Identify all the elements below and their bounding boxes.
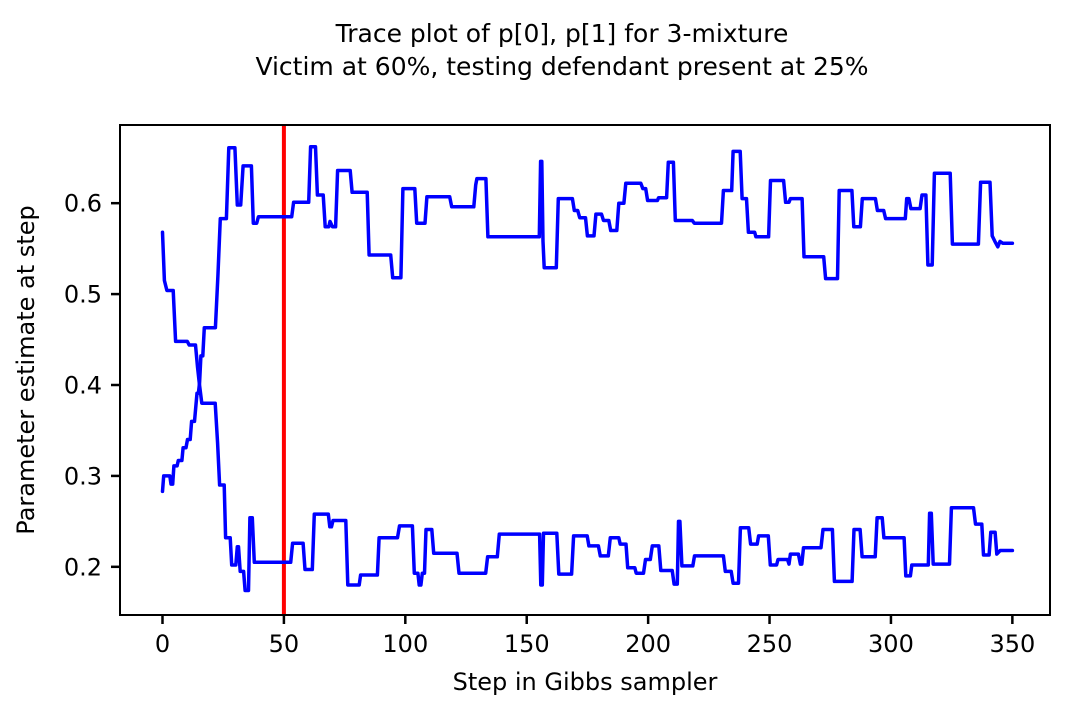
- chart-title-line2: Victim at 60%, testing defendant present…: [255, 52, 868, 81]
- y-tick-label: 0.6: [64, 190, 102, 218]
- y-axis-label: Parameter estimate at step: [12, 205, 40, 534]
- y-tick-label: 0.2: [64, 553, 102, 581]
- x-tick-label: 250: [747, 630, 793, 658]
- plot-area: 0 50 100 150 200 250 300 350 0.2 0.3 0.4 0.5 0.6: [64, 124, 1051, 658]
- axes-frame: [119, 124, 1051, 616]
- y-tick-label: 0.3: [64, 462, 102, 490]
- x-tick-label: 0: [155, 630, 170, 658]
- trace-p1: [160, 230, 1015, 593]
- x-tick-label: 350: [989, 630, 1035, 658]
- x-tick-label: 200: [625, 630, 671, 658]
- x-tick-label: 300: [868, 630, 914, 658]
- y-tick-label: 0.5: [64, 281, 102, 309]
- trace-p0: [160, 145, 1015, 494]
- y-tick-label: 0.4: [64, 372, 102, 400]
- chart-title-line1: Trace plot of p[0], p[1] for 3-mixture: [335, 19, 789, 48]
- x-tick-label: 50: [269, 630, 300, 658]
- x-axis-label: Step in Gibbs sampler: [453, 668, 718, 696]
- x-tick-label: 150: [504, 630, 550, 658]
- x-tick-label: 100: [382, 630, 428, 658]
